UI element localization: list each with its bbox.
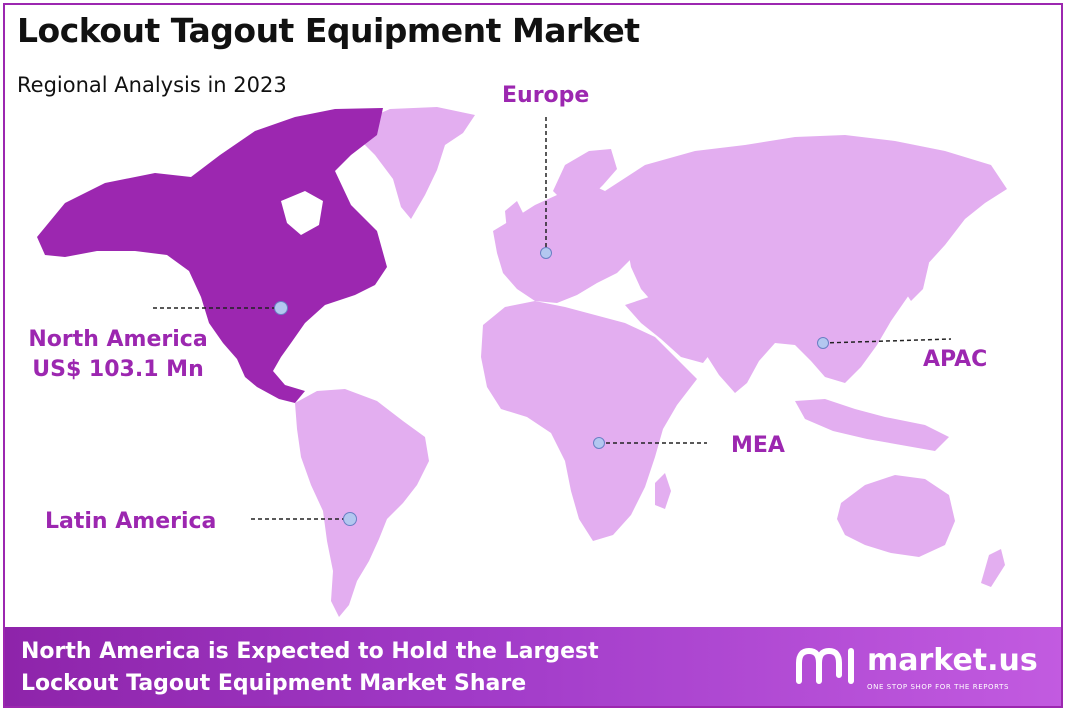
latin-america-shape <box>295 389 429 617</box>
market-us-logo-icon <box>796 647 854 684</box>
region-label-north-america: North America US$ 103.1 Mn <box>23 325 213 385</box>
footer-banner: North America is Expected to Hold the La… <box>5 627 1061 706</box>
apac-marker <box>817 337 829 349</box>
north-america-name: North America <box>28 327 208 352</box>
brand-name: market.us <box>867 643 1038 678</box>
north-america-marker <box>274 301 288 315</box>
brand-tagline: ONE STOP SHOP FOR THE REPORTS <box>867 683 1010 691</box>
new-zealand-shape <box>981 549 1005 587</box>
europe-shape <box>493 181 635 303</box>
greenland-shape <box>357 107 475 219</box>
north-america-value: US$ 103.1 Mn <box>32 357 204 382</box>
hudson-bay <box>281 191 323 235</box>
brand-block: market.us ONE STOP SHOP FOR THE REPORTS <box>795 643 1045 699</box>
latin-america-marker <box>343 512 357 526</box>
uk-shape <box>505 201 525 235</box>
scandinavia-shape <box>553 149 617 209</box>
europe-marker <box>540 247 552 259</box>
madagascar-shape <box>655 473 671 509</box>
mea-marker <box>593 437 605 449</box>
page-title: Lockout Tagout Equipment Market <box>17 11 640 50</box>
north-america-shape <box>37 108 387 403</box>
region-label-latin-america: Latin America <box>45 509 217 534</box>
world-map <box>37 107 1007 617</box>
footer-headline-line-1: North America is Expected to Hold the La… <box>21 639 599 664</box>
region-label-apac: APAC <box>923 347 988 372</box>
footer-headline-line-2: Lockout Tagout Equipment Market Share <box>21 671 527 696</box>
region-label-mea: MEA <box>731 433 785 458</box>
page-subtitle: Regional Analysis in 2023 <box>17 73 287 97</box>
infographic-frame: Lockout Tagout Equipment Market Regional… <box>3 3 1063 708</box>
australia-shape <box>837 475 955 557</box>
africa-shape <box>481 301 697 541</box>
japan-shape <box>903 251 929 301</box>
se-asia-islands-shape <box>795 399 949 451</box>
middle-east-shape <box>625 295 717 363</box>
region-label-europe: Europe <box>502 83 590 108</box>
apac-leader-line <box>822 338 952 344</box>
